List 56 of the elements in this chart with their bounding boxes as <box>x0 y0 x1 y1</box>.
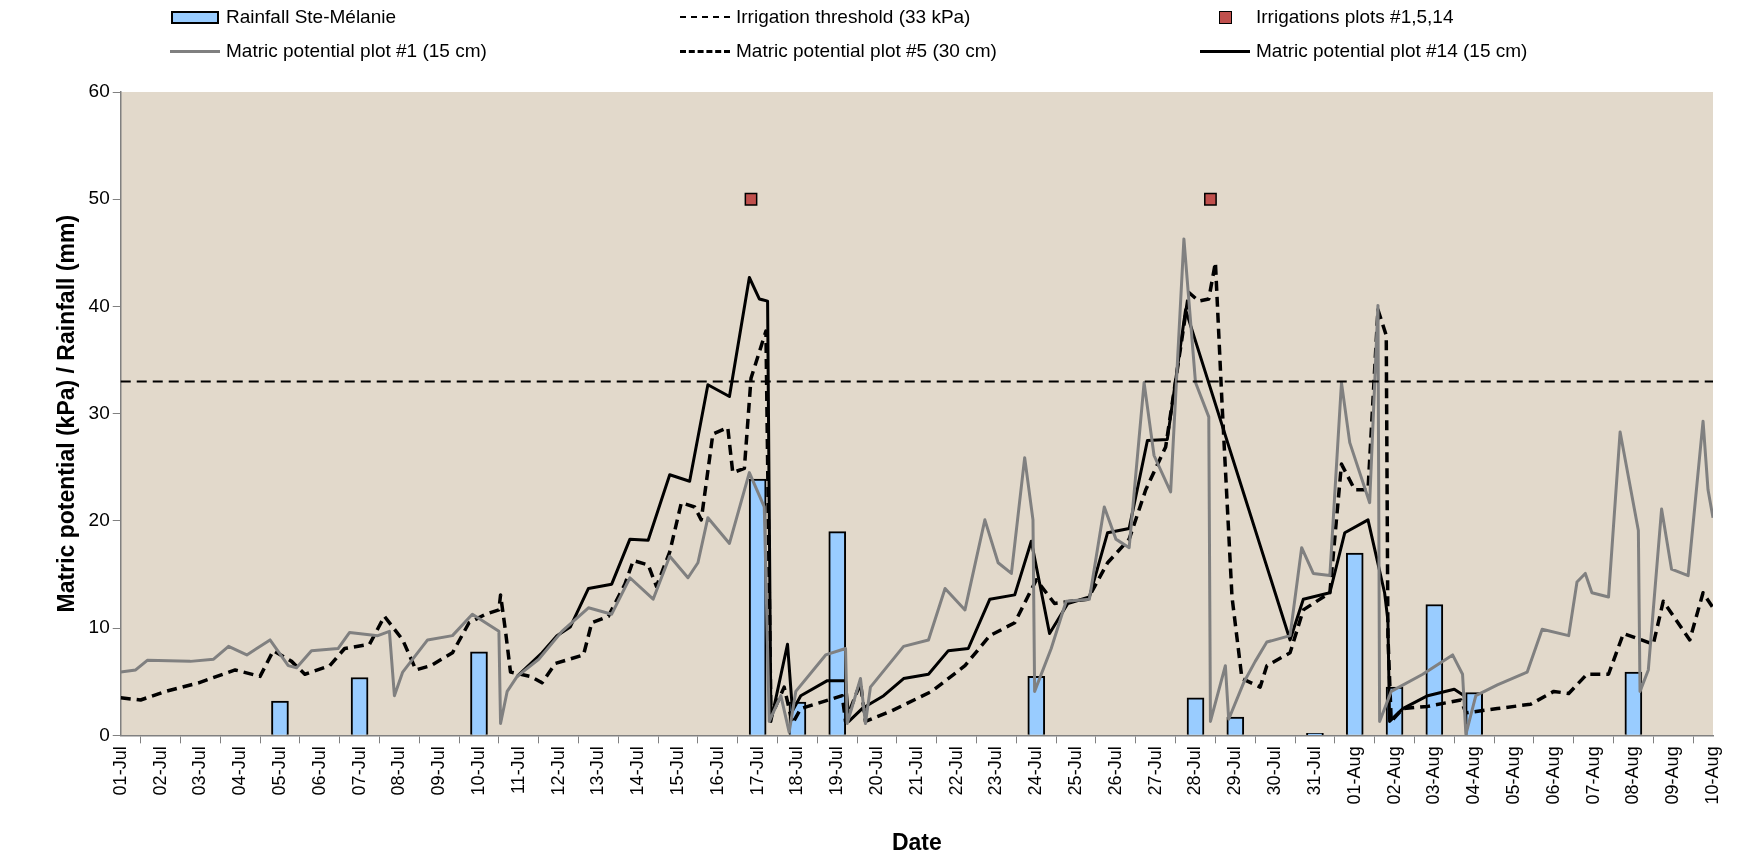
x-tick-label: 26-Jul <box>1104 746 1125 796</box>
x-tick-label: 07-Aug <box>1582 746 1603 805</box>
x-tick-label: 24-Jul <box>1025 746 1046 796</box>
y-axis-title: Matric potential (kPa) / Rainfall (mm) <box>53 214 80 613</box>
x-tick-label: 03-Jul <box>189 746 210 796</box>
x-tick-label: 12-Jul <box>547 746 568 796</box>
x-tick-label: 05-Aug <box>1502 746 1523 805</box>
y-tick-label: 60 <box>88 80 110 102</box>
legend-label: Rainfall Ste-Mélanie <box>226 6 397 28</box>
x-tick-label: 02-Jul <box>149 746 170 796</box>
x-tick-label: 06-Aug <box>1542 746 1563 805</box>
x-tick-label: 15-Jul <box>667 746 687 796</box>
legend-label: Matric potential plot #14 (15 cm) <box>1256 40 1528 62</box>
x-tick-label: 09-Jul <box>428 746 449 796</box>
x-tick-label: 14-Jul <box>627 746 648 796</box>
x-tick-label: 27-Jul <box>1144 746 1165 796</box>
x-tick-label: 04-Aug <box>1463 746 1484 805</box>
x-tick-label: 06-Jul <box>308 746 329 796</box>
x-tick-label: 20-Jul <box>866 746 887 796</box>
y-tick-label: 0 <box>99 723 110 745</box>
x-tick-label: 21-Jul <box>905 746 926 796</box>
x-tick-label: 30-Jul <box>1264 746 1285 796</box>
x-tick-label: 08-Jul <box>388 746 409 796</box>
x-tick-label: 22-Jul <box>945 746 966 796</box>
legend-label: Irrigation threshold (33 kPa) <box>736 6 971 28</box>
x-tick-label: 16-Jul <box>706 746 727 796</box>
x-tick-label: 29-Jul <box>1224 746 1245 796</box>
x-tick-label: 03-Aug <box>1423 746 1444 805</box>
y-tick-label: 40 <box>88 294 110 316</box>
x-tick-label: 11-Jul <box>507 746 528 795</box>
x-tick-label: 09-Aug <box>1662 746 1683 805</box>
y-tick-label: 10 <box>88 616 110 638</box>
x-axis-title: Date <box>891 828 942 855</box>
legend-label: Matric potential plot #5 (30 cm) <box>736 40 997 62</box>
legend-label: Matric potential plot #1 (15 cm) <box>226 40 487 62</box>
y-tick-label: 20 <box>88 509 110 531</box>
x-tick-label: 10-Jul <box>467 746 488 796</box>
x-tick-label: 02-Aug <box>1383 746 1404 805</box>
y-tick-label: 30 <box>88 401 110 423</box>
legend-label: Irrigations plots #1,5,14 <box>1256 6 1454 28</box>
x-tick-label: 01-Aug <box>1343 746 1364 805</box>
x-tick-label: 05-Jul <box>268 746 289 796</box>
y-tick-label: 50 <box>88 187 110 209</box>
x-tick-label: 08-Aug <box>1622 746 1643 805</box>
x-tick-label: 31-Jul <box>1303 746 1324 796</box>
x-tick-label: 25-Jul <box>1065 746 1086 796</box>
x-tick-label: 13-Jul <box>587 746 608 796</box>
x-tick-label: 23-Jul <box>985 746 1006 796</box>
x-tick-label: 18-Jul <box>786 746 807 796</box>
x-tick-label: 07-Jul <box>348 746 369 796</box>
x-tick-label: 19-Jul <box>826 746 847 796</box>
x-tick-label: 17-Jul <box>746 746 767 796</box>
x-tick-label: 28-Jul <box>1184 746 1205 796</box>
x-tick-label: 01-Jul <box>109 746 130 796</box>
x-tick-label: 10-Aug <box>1701 746 1722 805</box>
x-tick-label: 04-Jul <box>229 746 250 796</box>
